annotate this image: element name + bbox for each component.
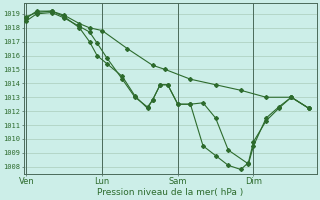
X-axis label: Pression niveau de la mer( hPa ): Pression niveau de la mer( hPa ): [97, 188, 244, 197]
